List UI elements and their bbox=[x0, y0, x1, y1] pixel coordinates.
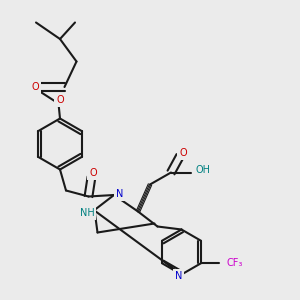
Text: O: O bbox=[179, 148, 187, 158]
Text: N: N bbox=[175, 271, 182, 281]
Text: O: O bbox=[56, 95, 64, 105]
Text: O: O bbox=[32, 82, 39, 92]
Text: N: N bbox=[116, 189, 123, 199]
Text: CF₃: CF₃ bbox=[226, 258, 243, 268]
Text: OH: OH bbox=[196, 165, 211, 175]
Text: O: O bbox=[89, 167, 97, 178]
Text: NH: NH bbox=[80, 208, 94, 218]
